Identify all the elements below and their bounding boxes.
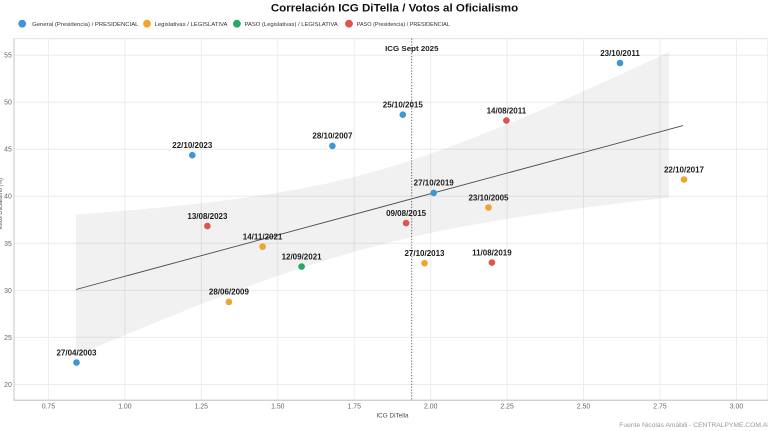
svg-text:20: 20 <box>4 382 12 389</box>
svg-text:55: 55 <box>4 53 12 60</box>
svg-text:Legislativas / LEGISLATIVA: Legislativas / LEGISLATIVA <box>155 22 228 28</box>
svg-text:Correlación ICG DiTella / Voto: Correlación ICG DiTella / Votos al Ofici… <box>271 2 519 14</box>
svg-text:11/08/2019: 11/08/2019 <box>472 248 512 257</box>
svg-text:28/10/2007: 28/10/2007 <box>312 132 353 141</box>
svg-text:22/10/2023: 22/10/2023 <box>172 141 213 150</box>
svg-text:14/11/2021: 14/11/2021 <box>243 233 283 242</box>
svg-text:General (Presidencia) / PRESID: General (Presidencia) / PRESIDENCIAL <box>32 22 139 28</box>
svg-text:22/10/2017: 22/10/2017 <box>664 165 705 174</box>
svg-text:2.75: 2.75 <box>653 404 667 411</box>
svg-text:1.00: 1.00 <box>118 404 132 411</box>
svg-text:2.25: 2.25 <box>500 404 514 411</box>
svg-text:2.00: 2.00 <box>424 404 438 411</box>
svg-text:50: 50 <box>4 100 12 107</box>
svg-text:28/06/2009: 28/06/2009 <box>209 288 250 297</box>
svg-text:ICG DiTella: ICG DiTella <box>376 412 409 419</box>
svg-text:25/10/2015: 25/10/2015 <box>383 101 424 110</box>
svg-text:27/04/2003: 27/04/2003 <box>56 348 97 357</box>
svg-text:Votos Oficialismo (%): Votos Oficialismo (%) <box>0 178 4 230</box>
svg-text:13/08/2023: 13/08/2023 <box>187 212 228 221</box>
svg-text:30: 30 <box>4 288 12 295</box>
svg-text:3.00: 3.00 <box>730 404 744 411</box>
svg-text:PASO (Legislativas) / LEGISLAT: PASO (Legislativas) / LEGISLATIVA <box>245 22 338 28</box>
svg-text:09/08/2015: 09/08/2015 <box>386 209 427 218</box>
svg-text:23/10/2011: 23/10/2011 <box>600 49 640 58</box>
svg-text:0.75: 0.75 <box>42 404 56 411</box>
svg-text:ICG Sept 2025: ICG Sept 2025 <box>385 44 438 53</box>
svg-text:40: 40 <box>4 194 12 201</box>
svg-text:27/10/2019: 27/10/2019 <box>414 179 455 188</box>
svg-text:Fuente Nicolás Amábili - CENTR: Fuente Nicolás Amábili - CENTRALPYME.COM… <box>619 422 768 429</box>
svg-text:14/08/2011: 14/08/2011 <box>487 106 527 115</box>
svg-text:1.50: 1.50 <box>271 404 285 411</box>
svg-text:23/10/2005: 23/10/2005 <box>468 193 509 202</box>
svg-text:1.25: 1.25 <box>195 404 209 411</box>
svg-text:12/09/2021: 12/09/2021 <box>282 252 323 261</box>
svg-text:1.75: 1.75 <box>347 404 361 411</box>
svg-text:45: 45 <box>4 147 12 154</box>
svg-text:35: 35 <box>4 241 12 248</box>
svg-text:PASO (Presidencia) / PRESIDENC: PASO (Presidencia) / PRESIDENCIAL <box>357 22 451 28</box>
svg-text:27/10/2013: 27/10/2013 <box>404 249 445 258</box>
svg-text:2.50: 2.50 <box>577 404 591 411</box>
svg-text:25: 25 <box>4 335 12 342</box>
